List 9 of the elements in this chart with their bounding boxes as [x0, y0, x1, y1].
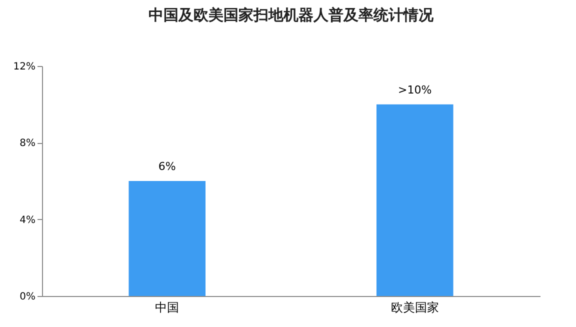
x-tick-label: 中国 — [155, 300, 180, 314]
y-tick-label: 12% — [13, 62, 36, 72]
chart-title: 中国及欧美国家扫地机器人普及率统计情况 — [148, 6, 434, 24]
data-label: 6% — [158, 160, 176, 173]
y-tick-label: 4% — [20, 214, 36, 226]
x-tick-label: 欧美国家 — [390, 300, 439, 314]
y-tick-label: 0% — [20, 292, 36, 302]
y-tick-label: 8% — [20, 138, 36, 150]
data-label: >10% — [398, 83, 432, 96]
